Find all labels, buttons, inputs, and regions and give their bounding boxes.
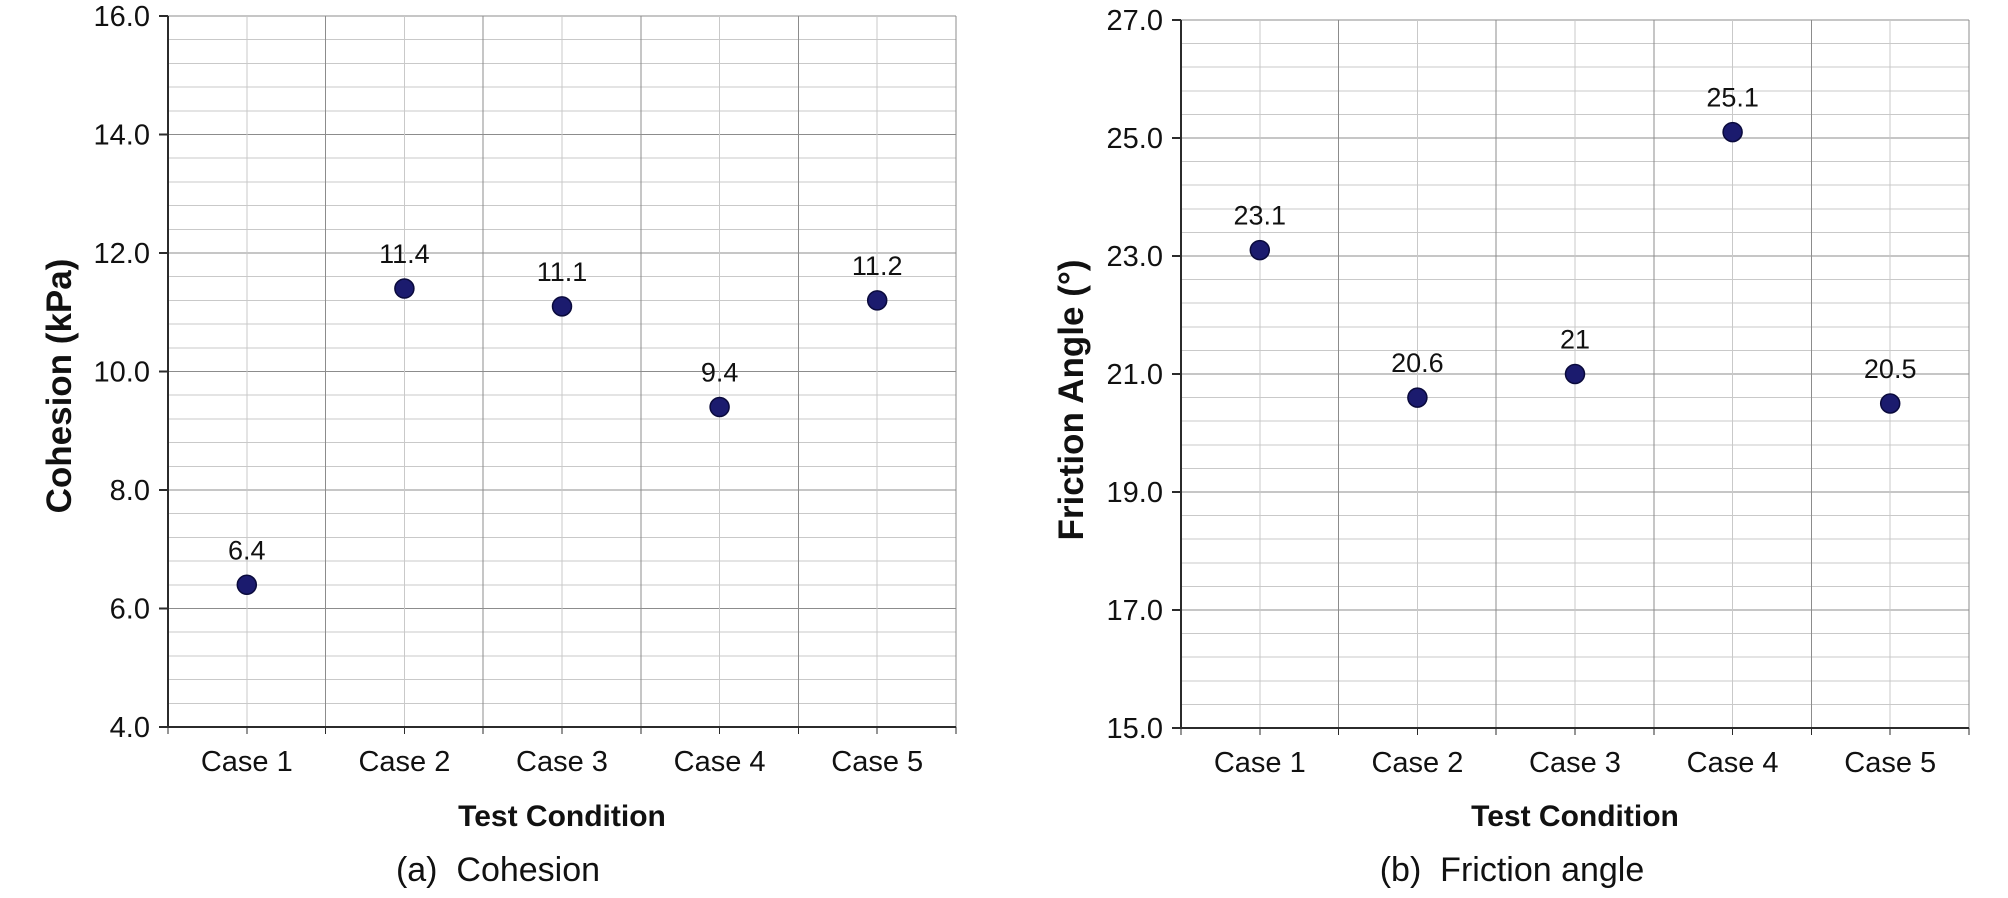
data-point [394,278,415,299]
y-tick-label: 6.0 [110,594,150,626]
data-point-label: 6.4 [228,535,266,565]
data-point [551,296,573,317]
y-axis-title-cohesion: Cohesion (kPa) [40,258,79,514]
data-point-label: 9.4 [701,358,739,388]
y-tick-label: 10.0 [94,357,150,389]
data-point [236,574,258,596]
x-category-label: Case 1 [201,746,293,778]
y-tick-label: 14.0 [94,120,150,152]
y-tick-label: 17.0 [1107,595,1163,627]
data-point-label: 20.5 [1864,354,1917,384]
y-tick-label: 16.0 [94,1,150,33]
y-tick-label: 15.0 [1107,713,1163,745]
x-axis-title-right: Test Condition [1471,800,1679,833]
data-point [1879,393,1901,414]
x-axis-title-left: Test Condition [458,800,666,833]
data-point [1564,363,1586,385]
data-point-label: 20.6 [1391,348,1444,378]
x-category-label: Case 2 [1371,747,1463,779]
caption-a-cohesion: (a) Cohesion [395,851,601,889]
y-tick-label: 23.0 [1107,241,1163,273]
x-category-label: Case 3 [516,746,608,778]
x-category-label: Case 5 [831,746,923,778]
y-tick-label: 25.0 [1107,123,1163,155]
data-point [1407,387,1428,408]
data-point-label: 23.1 [1234,201,1287,231]
caption-b-friction-angle: (b) Friction angle [1379,851,1645,889]
y-tick-label: 12.0 [94,238,150,270]
y-tick-label: 21.0 [1107,359,1163,391]
data-point [709,396,730,418]
x-category-label: Case 5 [1844,747,1936,779]
data-point [1249,239,1271,261]
y-tick-label: 8.0 [110,475,150,507]
y-tick-label: 4.0 [110,712,150,744]
data-point-label: 11.4 [379,239,430,269]
x-category-label: Case 3 [1529,747,1621,779]
x-category-label: Case 4 [674,746,766,778]
x-category-label: Case 2 [358,746,450,778]
x-category-label: Case 1 [1214,747,1306,779]
data-point [866,290,888,311]
y-axis-title-friction-angle: Friction Angle (°) [1052,259,1091,541]
x-category-label: Case 4 [1687,747,1779,779]
y-tick-label: 27.0 [1107,5,1163,37]
data-point-label: 21 [1560,324,1590,354]
data-point-label: 11.2 [852,251,903,281]
data-point-label: 25.1 [1706,83,1759,113]
y-tick-label: 19.0 [1107,477,1163,509]
data-point [1722,121,1743,143]
data-point-label: 11.1 [537,257,588,287]
